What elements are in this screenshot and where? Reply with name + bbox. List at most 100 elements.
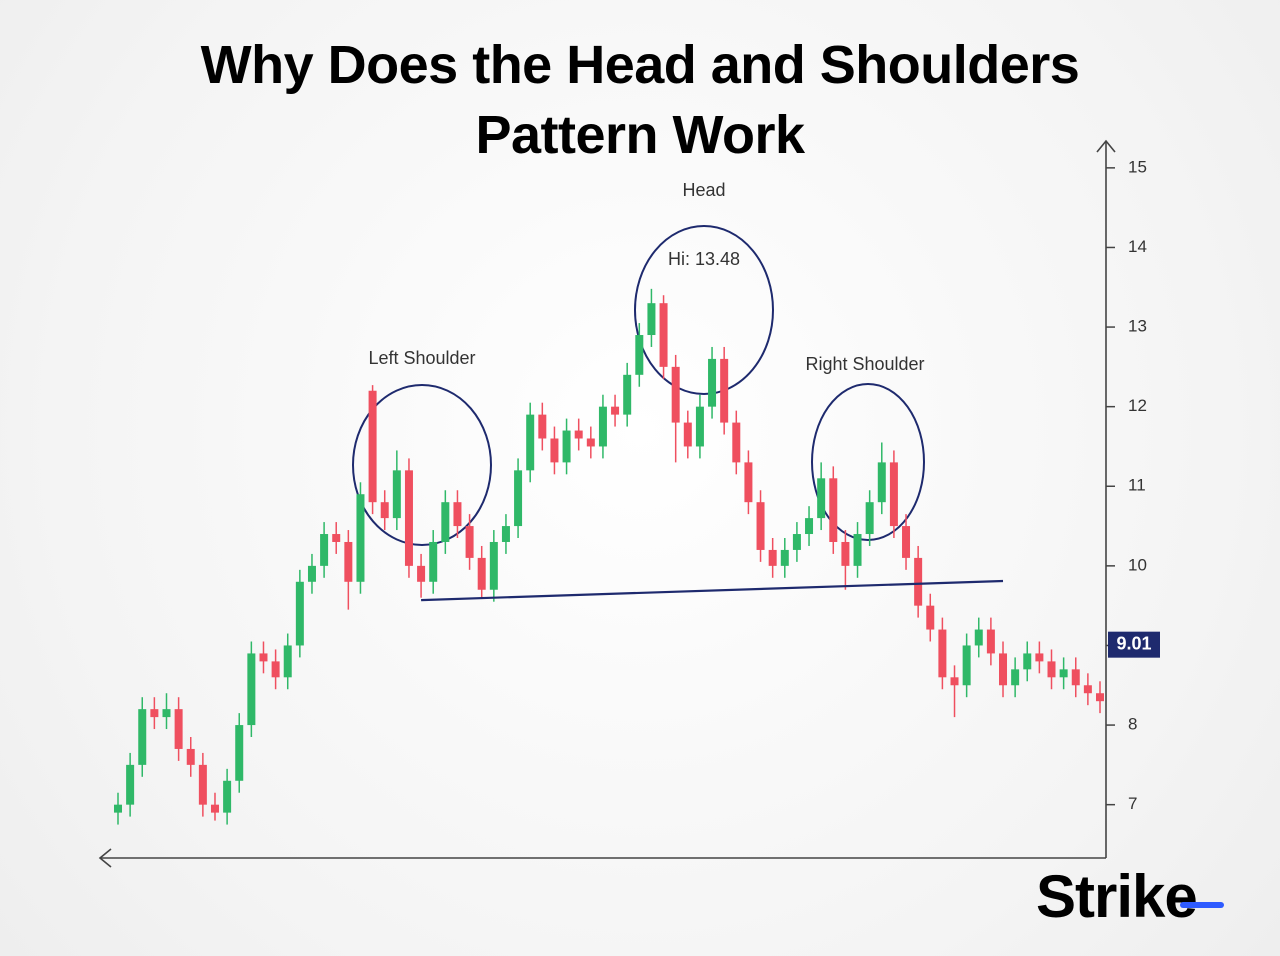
candle-body xyxy=(441,502,450,542)
candle-body xyxy=(538,414,547,439)
candle-body xyxy=(659,303,668,367)
candle-body xyxy=(635,335,644,375)
candle-body xyxy=(756,502,765,550)
candle-body xyxy=(780,549,789,566)
candle-body xyxy=(392,470,401,519)
candle-body xyxy=(865,502,874,535)
candle-body xyxy=(1035,653,1044,662)
brand-logo: Strike xyxy=(1036,863,1198,930)
candle-body xyxy=(320,534,329,566)
price-tag xyxy=(1108,631,1160,658)
candle-body xyxy=(150,709,159,718)
candle-body xyxy=(283,645,292,678)
candle-body xyxy=(307,565,316,582)
annotation: Right Shoulder xyxy=(805,354,924,374)
candle-body xyxy=(999,653,1008,686)
candle-body xyxy=(974,629,983,646)
candle-body xyxy=(1083,685,1092,694)
brand-accent xyxy=(1180,902,1224,908)
annotation: Left Shoulder xyxy=(368,348,475,368)
candle-body xyxy=(210,804,219,813)
candle-body xyxy=(1059,669,1068,678)
candle-body xyxy=(380,502,389,519)
candle-body xyxy=(914,557,923,606)
candle-body xyxy=(404,470,413,566)
pattern-circles xyxy=(352,225,925,546)
candle-body xyxy=(829,478,838,542)
candle-body xyxy=(598,406,607,447)
candle-body xyxy=(162,709,171,718)
right-shoulder-circle xyxy=(811,383,925,541)
candle-body xyxy=(986,629,995,654)
candle-body xyxy=(817,478,826,519)
y-tick-label: 14 xyxy=(1128,237,1147,256)
candle-body xyxy=(174,709,183,749)
candle-body xyxy=(647,303,656,336)
candle-body xyxy=(889,462,898,527)
candle-body xyxy=(356,494,365,582)
candle-body xyxy=(683,422,692,447)
annotation: Hi: 13.48 xyxy=(668,249,740,269)
axes xyxy=(98,139,1116,868)
candle-body xyxy=(332,534,341,542)
candle-body xyxy=(926,605,935,630)
candle-body xyxy=(1023,653,1032,670)
candle-body xyxy=(938,629,947,678)
candle-body xyxy=(514,470,523,527)
candle-body xyxy=(720,358,729,423)
candle-body xyxy=(1047,661,1056,678)
candle-body xyxy=(768,549,777,566)
candle-body xyxy=(223,780,232,813)
candle-body xyxy=(271,661,280,678)
candle-body xyxy=(259,653,268,662)
y-tick-label: 11 xyxy=(1128,476,1146,495)
candle-body xyxy=(1011,669,1020,686)
candle-body xyxy=(477,557,486,590)
price-tag-label: 9.01 xyxy=(1116,633,1151,653)
candle-body xyxy=(465,526,474,558)
candle-body xyxy=(526,414,535,471)
y-tick-label: 8 xyxy=(1128,715,1137,734)
candle-body xyxy=(453,502,462,527)
candle-body xyxy=(489,541,498,590)
candle-body xyxy=(235,725,244,781)
y-tick-label: 12 xyxy=(1128,396,1147,415)
y-tick-label: 13 xyxy=(1128,317,1147,336)
candle-body xyxy=(902,526,911,558)
candle-body xyxy=(562,430,571,463)
annotation: Head xyxy=(682,180,725,200)
candle-body xyxy=(247,653,256,726)
candle-body xyxy=(962,645,971,686)
candle-body xyxy=(138,709,147,765)
candle-body xyxy=(344,541,353,582)
candle-body xyxy=(611,406,620,415)
left-shoulder-circle xyxy=(352,384,492,546)
y-tick-label: 7 xyxy=(1128,794,1137,813)
candle-body xyxy=(295,581,304,646)
candle-body xyxy=(877,462,886,503)
chart-title: Why Does the Head and Shoulders Pattern … xyxy=(200,35,1080,165)
candle-body xyxy=(114,804,122,813)
candle-body xyxy=(744,462,753,503)
candle-body xyxy=(126,764,135,805)
candle-body xyxy=(586,438,595,447)
x-axis-arrow xyxy=(98,848,112,868)
candle-body xyxy=(550,438,559,463)
candle-body xyxy=(792,534,801,550)
neckline xyxy=(421,579,1004,602)
candle-body xyxy=(732,422,741,463)
y-tick-label: 10 xyxy=(1128,555,1147,574)
candle-body xyxy=(623,374,632,415)
candle-body xyxy=(501,526,510,542)
candle-body xyxy=(695,406,704,447)
candle-body xyxy=(1096,693,1104,702)
candle-body xyxy=(1071,669,1080,686)
candle-body xyxy=(198,764,207,805)
candle-body xyxy=(671,366,680,423)
candle-body xyxy=(574,430,583,439)
y-axis-arrow xyxy=(1096,139,1116,153)
candle-body xyxy=(368,390,377,503)
candle-body xyxy=(805,518,814,535)
